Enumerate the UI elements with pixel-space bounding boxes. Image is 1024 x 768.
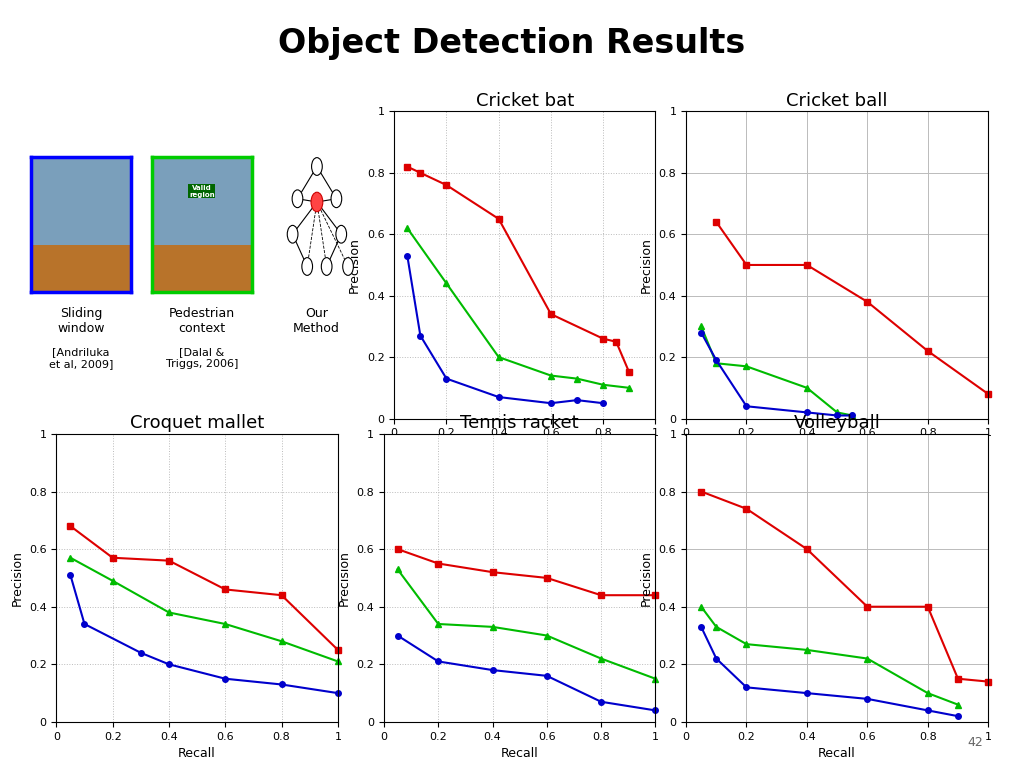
Bar (152, 157, 252, 245)
Circle shape (336, 225, 346, 243)
Text: Our
Method: Our Method (293, 307, 340, 335)
Circle shape (331, 190, 342, 207)
Y-axis label: Precision: Precision (338, 550, 351, 606)
Title: Cricket ball: Cricket ball (786, 92, 888, 110)
Y-axis label: Precision: Precision (10, 550, 24, 606)
Bar (31, 157, 131, 245)
X-axis label: Recall: Recall (818, 747, 856, 760)
Circle shape (343, 257, 353, 276)
Circle shape (322, 257, 332, 276)
Circle shape (292, 190, 303, 207)
Title: Volleyball: Volleyball (794, 415, 881, 432)
X-axis label: Recall: Recall (506, 444, 544, 457)
Text: [Andriluka
et al, 2009]: [Andriluka et al, 2009] (49, 347, 113, 369)
Bar (31, 245, 131, 292)
X-axis label: Recall: Recall (818, 444, 856, 457)
Text: Sliding
window: Sliding window (57, 307, 104, 335)
Title: Croquet mallet: Croquet mallet (130, 415, 264, 432)
Y-axis label: Precision: Precision (348, 237, 361, 293)
X-axis label: Recall: Recall (178, 747, 216, 760)
Text: 42: 42 (968, 736, 983, 749)
Text: [Dalal &
Triggs, 2006]: [Dalal & Triggs, 2006] (166, 347, 238, 369)
Circle shape (302, 257, 312, 276)
Circle shape (311, 157, 323, 175)
Text: Valid
region: Valid region (188, 184, 215, 197)
Circle shape (288, 225, 298, 243)
Bar (152, 245, 252, 292)
Y-axis label: Precision: Precision (640, 550, 653, 606)
Circle shape (311, 192, 323, 212)
X-axis label: Recall: Recall (501, 747, 539, 760)
Text: Object Detection Results: Object Detection Results (279, 27, 745, 60)
Y-axis label: Precision: Precision (640, 237, 653, 293)
Title: Cricket bat: Cricket bat (476, 92, 573, 110)
Title: Tennis racket: Tennis racket (461, 415, 579, 432)
Text: Pedestrian
context: Pedestrian context (169, 307, 234, 335)
